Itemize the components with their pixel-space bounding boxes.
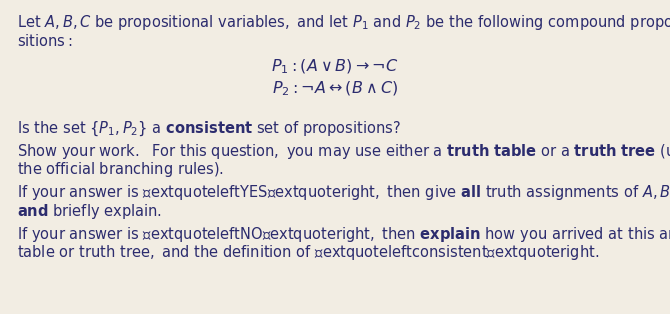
Text: $\mathrm{Show\ your\ work.\ \ For\ this\ question,\ you\ may\ use\ either\ a\ }\: $\mathrm{Show\ your\ work.\ \ For\ this\…	[17, 142, 670, 161]
Text: $\mathrm{If\ your\ answer\ is\ \text{\textquoteleft}NO\text{\textquoteright},\ t: $\mathrm{If\ your\ answer\ is\ \text{\te…	[17, 225, 670, 244]
Text: $\mathrm{If\ your\ answer\ is\ \text{\textquoteleft}YES\text{\textquoteright},\ : $\mathrm{If\ your\ answer\ is\ \text{\te…	[17, 183, 670, 202]
Text: $P_2 : \neg A \leftrightarrow (B \wedge C)$: $P_2 : \neg A \leftrightarrow (B \wedge …	[272, 80, 398, 99]
Text: $\mathrm{table\ or\ truth\ tree,\ and\ the\ definition\ of\ \text{\textquoteleft: $\mathrm{table\ or\ truth\ tree,\ and\ t…	[17, 243, 599, 263]
Text: $\mathrm{Is\ the\ set\ } \{P_1, P_2\} \mathrm{\ a\ } \mathbf{consistent} \mathrm: $\mathrm{Is\ the\ set\ } \{P_1, P_2\} \m…	[17, 120, 401, 138]
Text: $\mathbf{and}\mathrm{\ briefly\ explain.}$: $\mathbf{and}\mathrm{\ briefly\ explain.…	[17, 202, 161, 221]
Text: $P_1 : (A \vee B) \rightarrow \neg C$: $P_1 : (A \vee B) \rightarrow \neg C$	[271, 58, 399, 77]
Text: $\mathrm{sitions:}$: $\mathrm{sitions:}$	[17, 33, 72, 49]
Text: $\mathrm{Let}\ A, B, C\ \mathrm{be\ propositional\ variables,\ and\ let}\ P_1\ \: $\mathrm{Let}\ A, B, C\ \mathrm{be\ prop…	[17, 13, 670, 32]
Text: $\mathrm{the\ official\ branching\ rules).}$: $\mathrm{the\ official\ branching\ rules…	[17, 160, 224, 179]
